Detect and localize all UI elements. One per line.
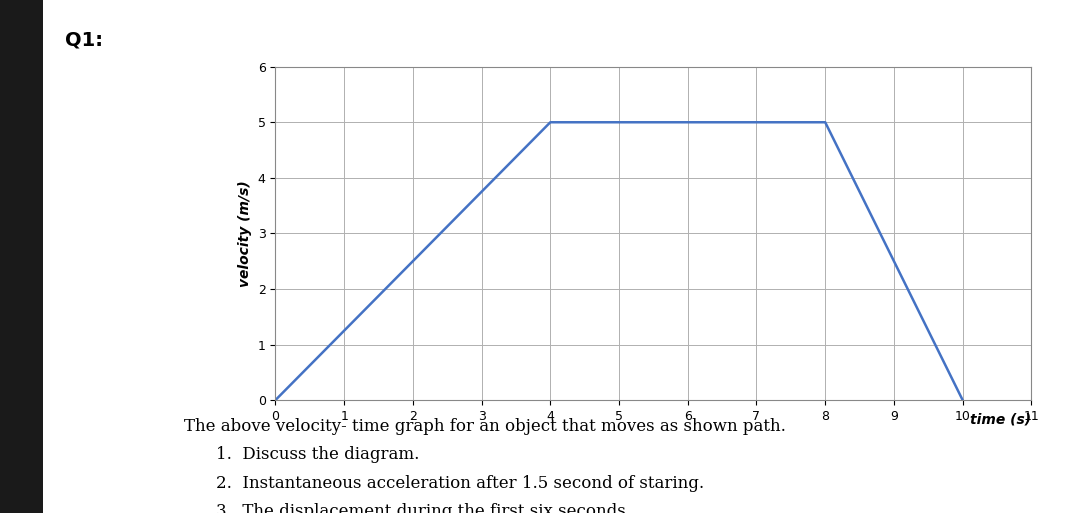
Text: 3.  The displacement during the first six seconds.: 3. The displacement during the first six… <box>216 503 631 513</box>
Text: 2.  Instantaneous acceleration after 1.5 second of staring.: 2. Instantaneous acceleration after 1.5 … <box>216 475 704 491</box>
Text: 1.  Discuss the diagram.: 1. Discuss the diagram. <box>216 446 419 463</box>
Text: The above velocity- time graph for an object that moves as shown path.: The above velocity- time graph for an ob… <box>184 418 785 435</box>
Text: Q1:: Q1: <box>65 31 103 50</box>
Y-axis label: velocity (m/s): velocity (m/s) <box>238 180 252 287</box>
Text: time (s): time (s) <box>970 413 1031 427</box>
